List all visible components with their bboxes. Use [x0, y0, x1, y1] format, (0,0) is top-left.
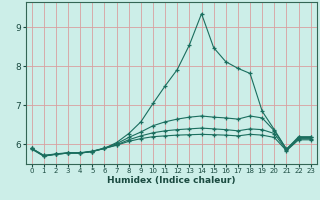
X-axis label: Humidex (Indice chaleur): Humidex (Indice chaleur) — [107, 176, 236, 185]
